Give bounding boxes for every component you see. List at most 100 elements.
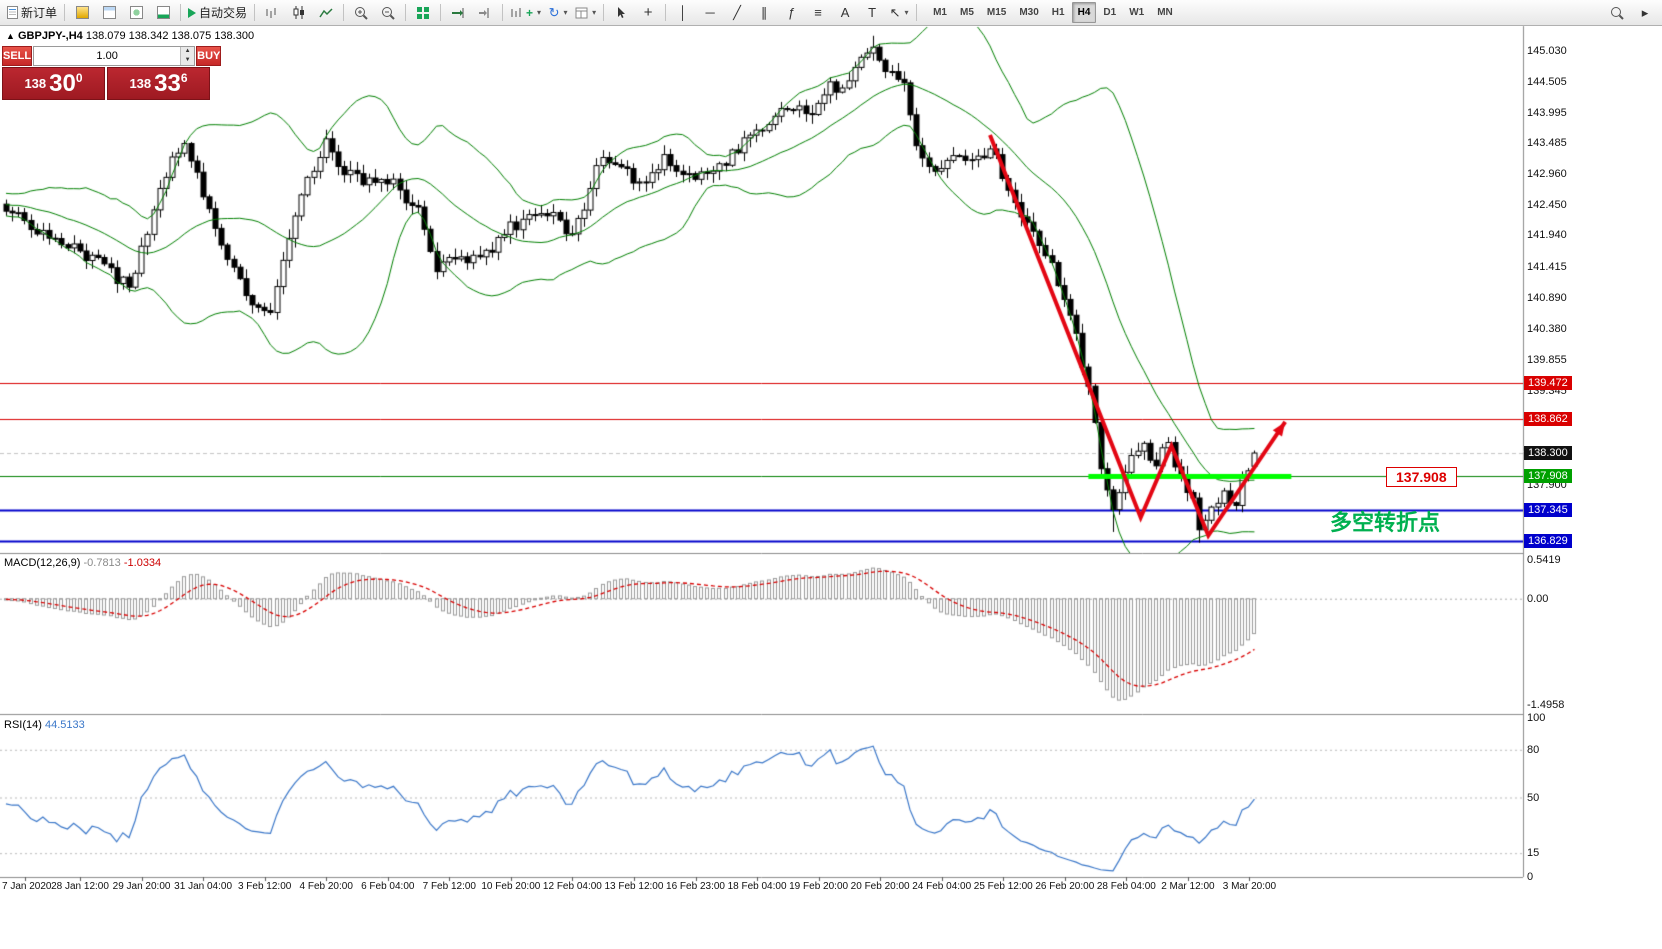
cycle-lines-button[interactable]: ≡ <box>805 2 831 24</box>
volume-stepper: ▲ ▼ <box>33 46 196 66</box>
bar-chart-icon <box>266 7 276 18</box>
zoom-in-button[interactable] <box>348 2 374 24</box>
templates-button[interactable]: ▾ <box>572 2 599 24</box>
search-button[interactable] <box>1604 2 1630 24</box>
autoscroll-button[interactable] <box>445 2 471 24</box>
cursor-button[interactable] <box>608 2 634 24</box>
rsi-name: RSI(14) <box>4 719 42 731</box>
channel-button[interactable]: ∥ <box>751 2 777 24</box>
cursor-icon <box>618 7 626 18</box>
panel-resize-handle[interactable] <box>0 711 1523 717</box>
time-axis-label: 2 Mar 12:00 <box>1161 881 1215 892</box>
profiles-button[interactable]: ↻ ▾ <box>545 2 571 24</box>
price-badge-136.829: 136.829 <box>1524 533 1572 548</box>
chart-title: ▲ GBPJPY-,H4 138.079 138.342 138.075 138… <box>6 30 254 42</box>
timeframe-button-d1[interactable]: D1 <box>1103 7 1117 18</box>
price-badge-137.345: 137.345 <box>1524 503 1572 518</box>
autotrading-button[interactable]: 自动交易 <box>185 2 250 24</box>
vertical-line-icon: │ <box>679 5 688 20</box>
arrow-tool-icon: ↖ <box>889 5 901 20</box>
time-axis-label: 28 Jan 12:00 <box>51 881 109 892</box>
navigator-button[interactable] <box>123 2 149 24</box>
time-axis[interactable]: 7 Jan 2020 28 Jan 12:00 29 Jan 20:00 31 Jan… <box>0 877 1523 899</box>
volume-input[interactable] <box>34 47 181 65</box>
sell-button[interactable]: SELL <box>2 46 33 66</box>
price-axis-label: 145.030 <box>1527 44 1567 57</box>
templates-icon <box>575 7 588 18</box>
timeframe-button-h4[interactable]: H4 <box>1071 2 1097 23</box>
toolbar-overflow-button[interactable]: ▸ <box>1632 2 1658 24</box>
macd-label: MACD(12,26,9) -0.7813 -1.0334 <box>4 557 161 569</box>
horizontal-line-button[interactable]: ─ <box>697 2 723 24</box>
timeframe-bar: M1 M5 M15 M30 H1 H4 D1 W1 MN <box>927 2 1179 23</box>
volume-down-button[interactable]: ▼ <box>184 57 191 63</box>
time-axis-label: 7 Feb 12:00 <box>422 881 476 892</box>
new-order-button[interactable]: 新订单 <box>4 2 60 24</box>
rsi-label: RSI(14) 44.5133 <box>4 719 85 731</box>
ask-big-figure: 138 <box>129 76 152 91</box>
price-axis[interactable]: 145.030 144.505 143.995 143.485 142.960 142.4… <box>1523 26 1662 883</box>
new-order-icon <box>7 6 18 19</box>
time-axis-label: 13 Feb 12:00 <box>604 881 664 892</box>
market-watch-button[interactable] <box>69 2 95 24</box>
data-window-button[interactable] <box>96 2 122 24</box>
bid-pip-fraction: 0 <box>75 71 83 85</box>
data-window-icon <box>102 6 116 19</box>
new-order-label: 新订单 <box>21 6 58 20</box>
buy-button[interactable]: BUY <box>196 46 222 66</box>
crosshair-button[interactable]: + <box>635 2 661 24</box>
timeframe-button-m30[interactable]: M30 <box>1019 7 1039 18</box>
price-axis-label: 142.960 <box>1527 168 1567 181</box>
text-tool-icon: A <box>840 5 850 20</box>
candlestick-button[interactable] <box>286 2 312 24</box>
arrows-tool-button[interactable]: ↖ ▾ <box>886 2 912 24</box>
bar-chart-button[interactable] <box>259 2 285 24</box>
price-tag-label[interactable]: 137.908 <box>1386 467 1457 487</box>
separator <box>440 4 442 21</box>
bid-price-box[interactable]: 138 30 0 <box>2 67 105 100</box>
price-axis-label: 140.890 <box>1527 292 1567 305</box>
time-axis-label: 3 Mar 20:00 <box>1222 881 1277 892</box>
vertical-line-button[interactable]: │ <box>670 2 696 24</box>
collapse-trade-panel-button[interactable]: ▲ <box>6 31 15 41</box>
trendline-button[interactable]: ╱ <box>724 2 750 24</box>
autoscroll-icon <box>451 7 464 18</box>
timeframe-button-m5[interactable]: M5 <box>959 7 974 18</box>
timeframe-button-mn[interactable]: MN <box>1157 7 1173 18</box>
line-chart-icon <box>319 7 333 17</box>
navigator-icon <box>129 6 143 19</box>
fibonacci-button[interactable]: ƒ <box>778 2 804 24</box>
rsi-value: 44.5133 <box>44 719 85 731</box>
price-axis-label: 142.450 <box>1527 198 1567 211</box>
timeframe-button-h1[interactable]: H1 <box>1051 7 1065 18</box>
new-chart-button[interactable]: + ▾ <box>507 2 544 24</box>
text-tool-button[interactable]: A <box>832 2 858 24</box>
line-chart-button[interactable] <box>313 2 339 24</box>
chart-shift-button[interactable] <box>472 2 498 24</box>
timeframe-button-m1[interactable]: M1 <box>933 7 947 18</box>
macd-signal-value: -1.0334 <box>123 557 162 569</box>
turning-point-label[interactable]: 多空转折点 <box>1330 510 1441 535</box>
volume-up-button[interactable]: ▲ <box>184 48 191 54</box>
toolbar: 新订单 自动交易 + ▾ ↻ ▾ ▾ + │ ─ ╱ ∥ <box>0 0 1662 26</box>
time-axis-label: 25 Feb 12:00 <box>973 881 1033 892</box>
timeframe-button-w1[interactable]: W1 <box>1129 7 1145 18</box>
separator <box>254 4 256 21</box>
overflow-icon: ▸ <box>1641 5 1649 20</box>
price-badge-138.862: 138.862 <box>1524 412 1572 427</box>
label-tool-button[interactable]: T <box>859 2 885 24</box>
macd-name: MACD(12,26,9) <box>4 557 81 569</box>
time-axis-label: 12 Feb 04:00 <box>542 881 602 892</box>
rsi-scale-label: 100 <box>1527 712 1546 724</box>
ask-price-box[interactable]: 138 33 6 <box>107 67 210 100</box>
ohlc-values: 138.079 138.342 138.075 138.300 <box>85 30 255 42</box>
timeframe-button-m15[interactable]: M15 <box>986 7 1007 18</box>
panel-resize-handle[interactable] <box>0 551 1523 557</box>
channel-icon: ∥ <box>760 5 768 20</box>
terminal-button[interactable] <box>150 2 176 24</box>
tile-windows-button[interactable] <box>410 2 436 24</box>
autotrading-play-icon <box>188 7 197 18</box>
zoom-out-button[interactable] <box>375 2 401 24</box>
